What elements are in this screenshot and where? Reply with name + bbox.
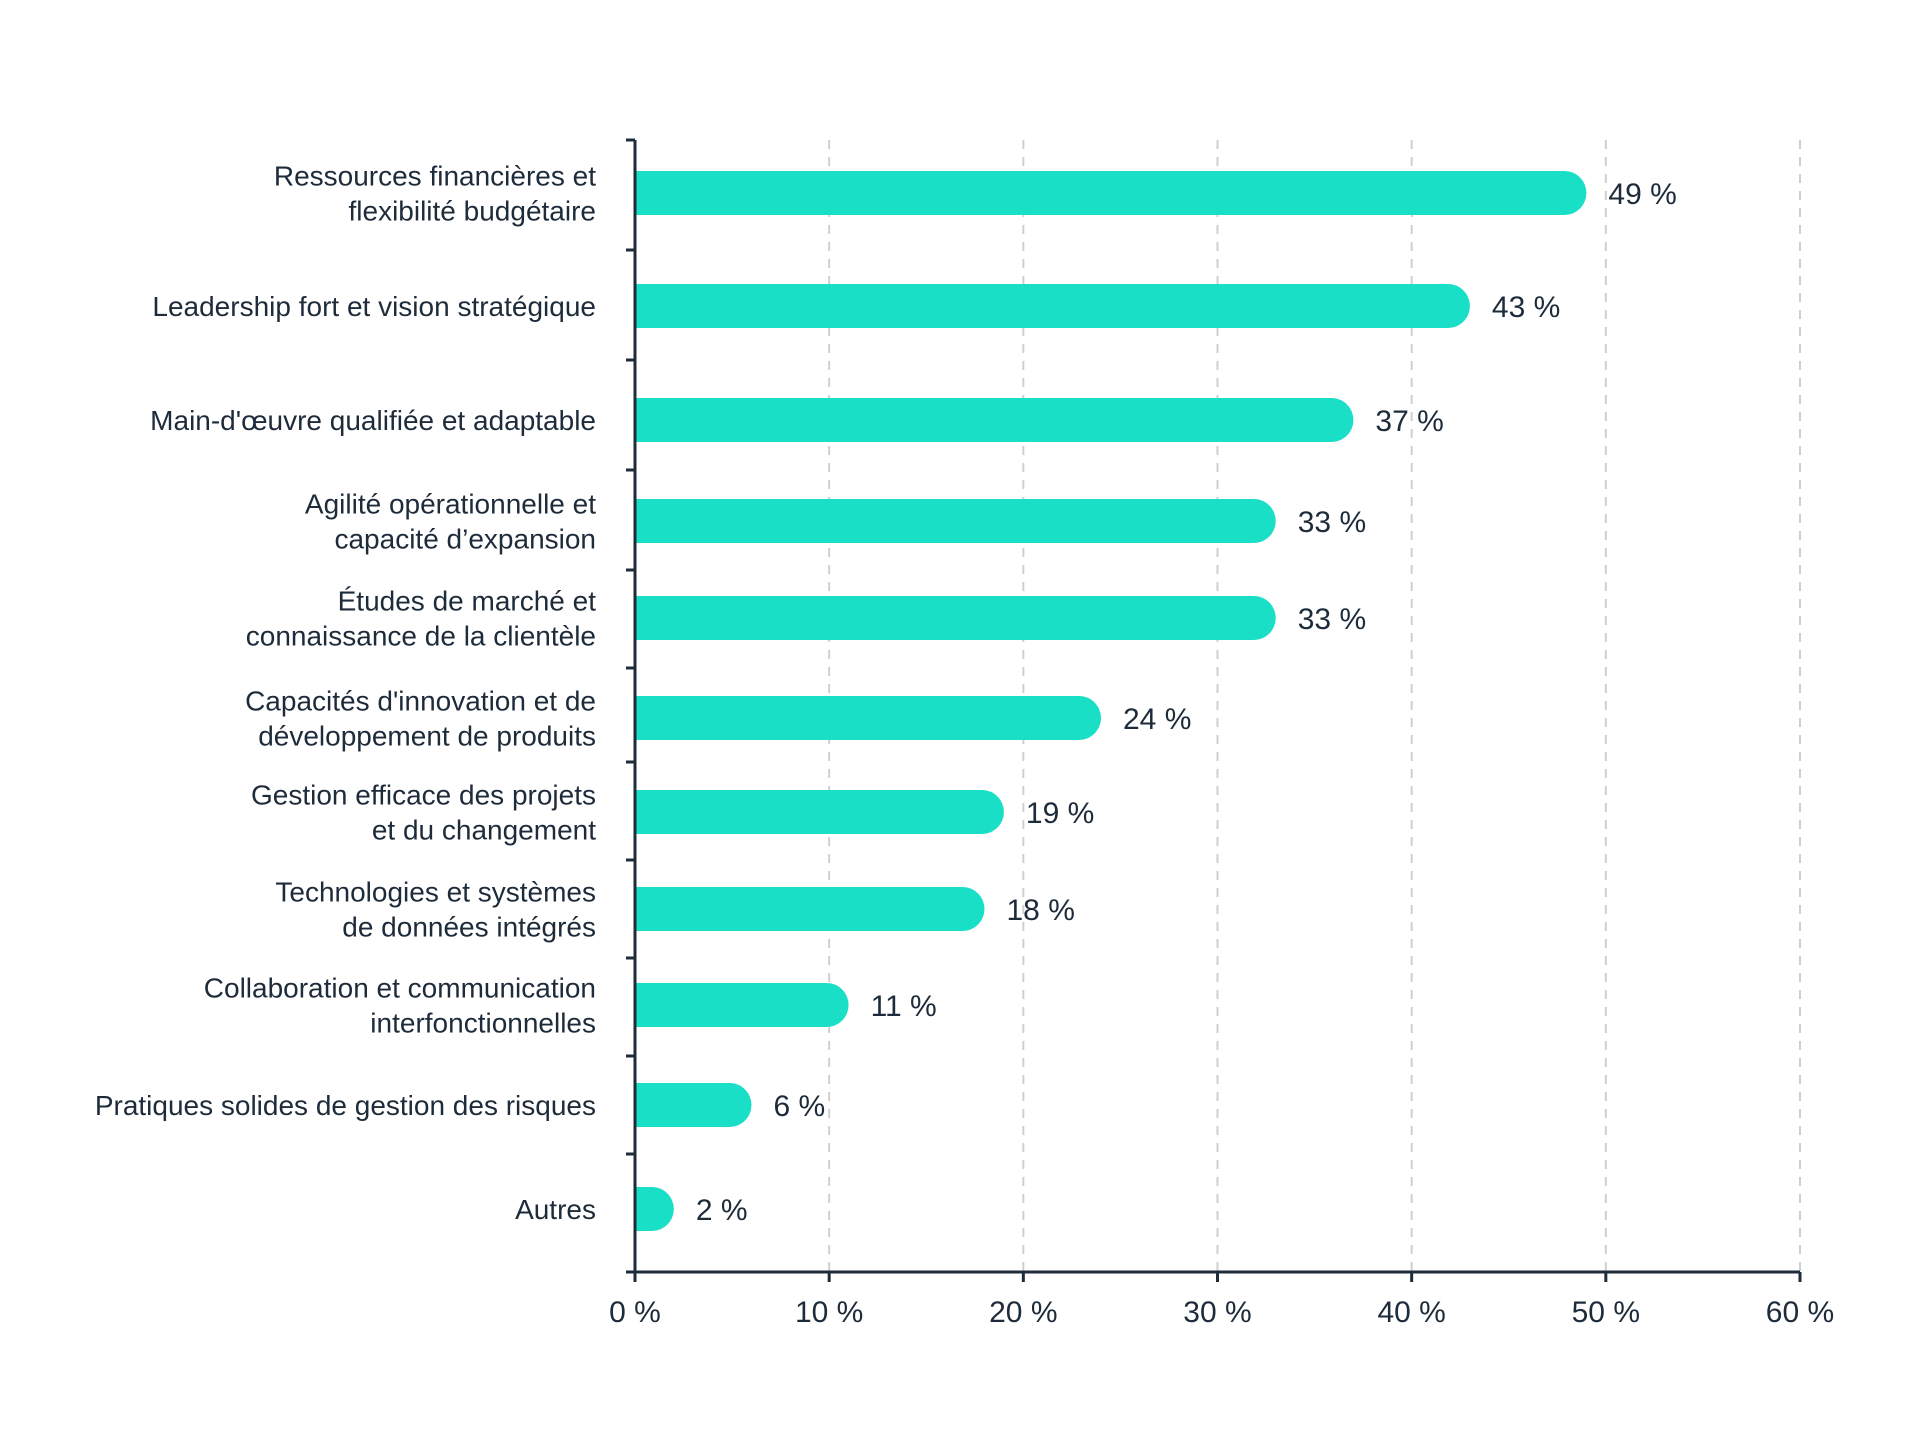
category-label: Main-d'œuvre qualifiée et adaptable <box>150 405 596 436</box>
bar <box>635 983 849 1027</box>
bar <box>635 596 1276 640</box>
bar <box>635 696 1101 740</box>
data-label: 49 % <box>1608 178 1676 211</box>
data-label: 37 % <box>1375 405 1443 438</box>
category-label: connaissance de la clientèle <box>246 621 596 652</box>
x-tick-label: 0 % <box>609 1296 661 1329</box>
category-label: Ressources financières et <box>274 161 596 192</box>
category-label: Capacités d'innovation et de <box>245 686 596 717</box>
category-label: Gestion efficace des projets <box>251 780 596 811</box>
bar <box>635 171 1587 215</box>
bar <box>635 887 985 931</box>
category-label: Collaboration et communication <box>204 973 596 1004</box>
x-tick-label: 10 % <box>795 1296 863 1329</box>
category-label: Pratiques solides de gestion des risques <box>95 1090 596 1121</box>
category-label: flexibilité budgétaire <box>349 196 597 227</box>
category-label: Autres <box>515 1194 596 1225</box>
data-label: 6 % <box>774 1090 826 1123</box>
category-label: et du changement <box>372 815 596 846</box>
bar <box>635 499 1276 543</box>
data-label: 33 % <box>1298 506 1366 539</box>
data-label: 33 % <box>1298 603 1366 636</box>
data-label: 11 % <box>871 990 937 1023</box>
category-label: Technologies et systèmes <box>275 877 596 908</box>
category-label: Agilité opérationnelle et <box>305 489 596 520</box>
bar <box>635 1083 752 1127</box>
x-tick-label: 60 % <box>1766 1296 1834 1329</box>
category-label: développement de produits <box>258 721 596 752</box>
x-tick-label: 30 % <box>1183 1296 1251 1329</box>
category-label: Leadership fort et vision stratégique <box>152 291 596 322</box>
data-label: 18 % <box>1007 894 1075 927</box>
data-label: 43 % <box>1492 291 1560 324</box>
data-label: 19 % <box>1026 797 1094 830</box>
data-label: 2 % <box>696 1194 748 1227</box>
bar <box>635 790 1004 834</box>
category-label: interfonctionnelles <box>370 1008 596 1039</box>
x-tick-label: 50 % <box>1572 1296 1640 1329</box>
bar <box>635 1187 674 1231</box>
category-label: Études de marché et <box>338 586 597 617</box>
category-label: de données intégrés <box>342 912 596 943</box>
data-label: 24 % <box>1123 703 1191 736</box>
x-tick-label: 20 % <box>989 1296 1057 1329</box>
category-label: capacité d’expansion <box>334 524 596 555</box>
x-tick-label: 40 % <box>1377 1296 1445 1329</box>
bar <box>635 284 1470 328</box>
bar <box>635 398 1354 442</box>
